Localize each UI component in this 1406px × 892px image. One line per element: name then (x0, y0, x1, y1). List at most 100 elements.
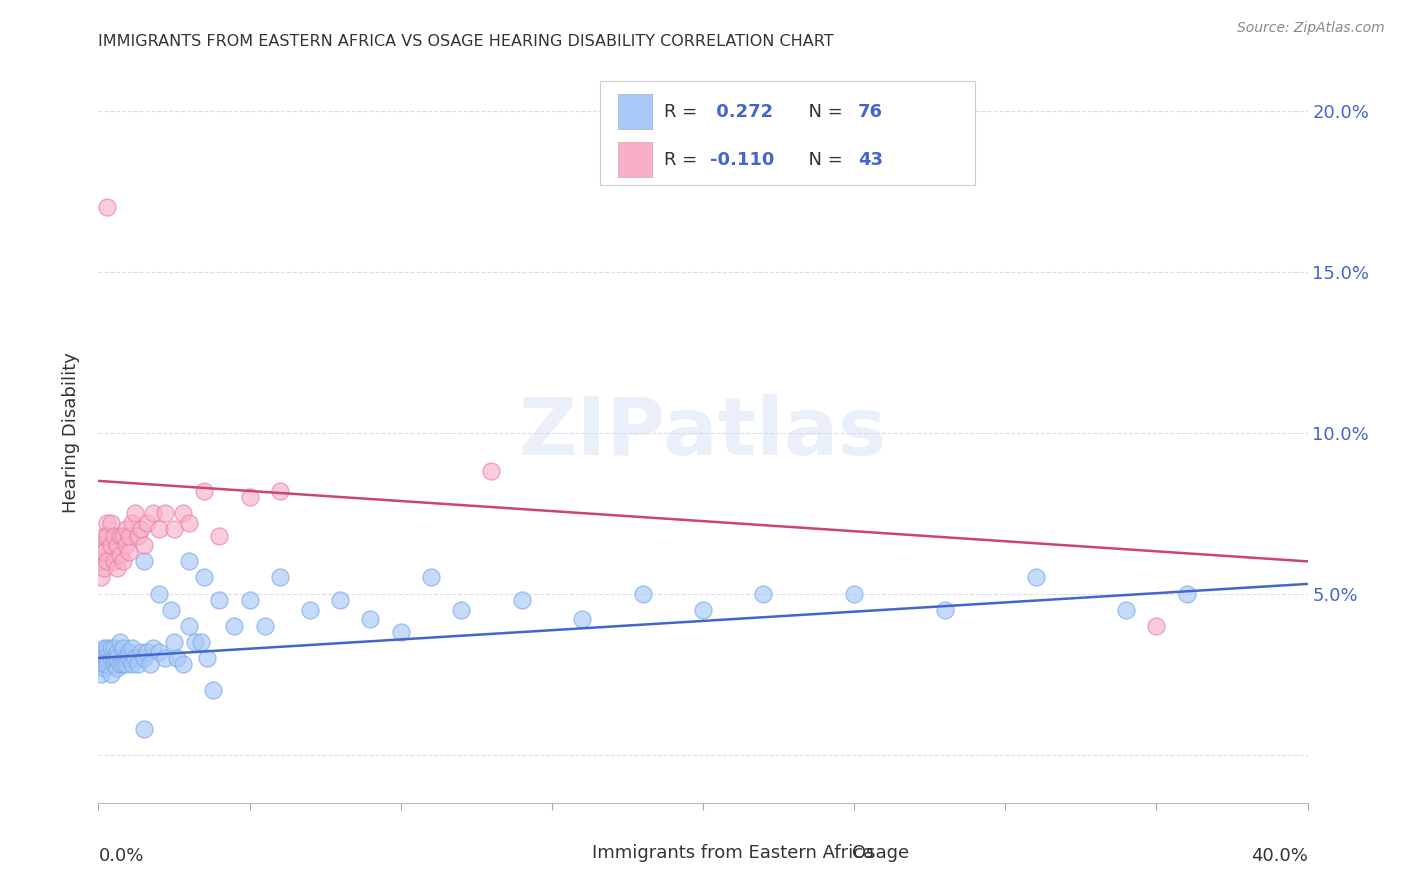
Point (179, 516, 201, 530)
Point (160, 602, 183, 616)
Point (111, 554, 134, 568)
Bar (811, 837, 842, 870)
Point (139, 657, 162, 672)
Point (1115, 602, 1137, 616)
Point (108, 548, 131, 562)
Point (118, 644, 141, 658)
Point (90, 657, 112, 672)
Point (153, 506, 176, 520)
Point (179, 619, 201, 633)
Point (108, 528, 131, 542)
Point (114, 538, 136, 552)
Point (93, 528, 115, 542)
Point (172, 506, 194, 520)
Point (111, 641, 134, 656)
Point (135, 644, 157, 658)
Point (132, 722, 155, 736)
Point (96, 657, 118, 672)
Point (269, 570, 291, 584)
Point (179, 554, 201, 568)
Point (481, 464, 503, 478)
Text: 0.0%: 0.0% (98, 847, 143, 865)
Point (163, 635, 186, 649)
Point (148, 644, 170, 658)
Point (93, 641, 115, 656)
Point (100, 516, 122, 530)
Point (124, 506, 146, 520)
Point (114, 657, 136, 672)
Point (93, 545, 115, 559)
Point (166, 651, 188, 665)
Point (129, 522, 152, 536)
Text: 43: 43 (858, 151, 883, 169)
Point (100, 538, 122, 552)
Point (96, 528, 118, 542)
Point (105, 660, 128, 674)
Point (269, 483, 291, 498)
Point (91, 545, 114, 559)
FancyBboxPatch shape (600, 81, 976, 185)
Point (142, 506, 165, 520)
Point (239, 593, 262, 607)
Point (111, 528, 134, 542)
Point (195, 651, 218, 665)
Point (135, 516, 157, 530)
Point (121, 516, 143, 530)
Text: R =: R = (664, 103, 703, 120)
Point (121, 641, 143, 656)
Point (844, 586, 866, 600)
Point (420, 570, 443, 584)
Point (103, 528, 125, 542)
Point (450, 602, 472, 616)
Point (132, 538, 155, 552)
Point (193, 483, 215, 498)
Point (100, 667, 122, 681)
Point (90, 570, 112, 584)
Point (96, 516, 118, 530)
Point (93, 657, 115, 672)
Text: -0.110: -0.110 (710, 151, 775, 169)
Point (91, 651, 114, 665)
Point (224, 619, 246, 633)
Point (193, 570, 215, 584)
Text: ZIPatlas: ZIPatlas (519, 393, 887, 472)
Point (111, 651, 134, 665)
Point (96, 651, 118, 665)
Point (103, 651, 125, 665)
Point (510, 593, 533, 607)
Point (202, 683, 225, 698)
Point (96, 554, 118, 568)
Text: N =: N = (797, 103, 849, 120)
Point (103, 554, 125, 568)
Point (184, 635, 207, 649)
Point (1144, 619, 1167, 633)
Text: 0.272: 0.272 (710, 103, 773, 120)
Point (105, 651, 128, 665)
Point (239, 490, 262, 504)
Point (148, 522, 170, 536)
Point (108, 657, 131, 672)
Point (190, 635, 212, 649)
Text: Osage: Osage (852, 844, 908, 863)
Point (631, 586, 654, 600)
Point (93, 651, 115, 665)
Point (142, 641, 165, 656)
Point (93, 660, 115, 674)
Bar (551, 837, 582, 870)
Point (127, 657, 149, 672)
Point (148, 586, 170, 600)
Point (360, 612, 382, 626)
Point (124, 651, 146, 665)
Point (208, 528, 231, 542)
Point (108, 635, 131, 649)
Bar (619, 94, 652, 129)
Point (163, 522, 186, 536)
Point (571, 612, 593, 626)
Point (692, 602, 714, 616)
Point (121, 657, 143, 672)
Point (389, 625, 412, 640)
Point (89, 554, 111, 568)
Point (111, 657, 134, 672)
Point (752, 586, 775, 600)
Point (329, 593, 352, 607)
